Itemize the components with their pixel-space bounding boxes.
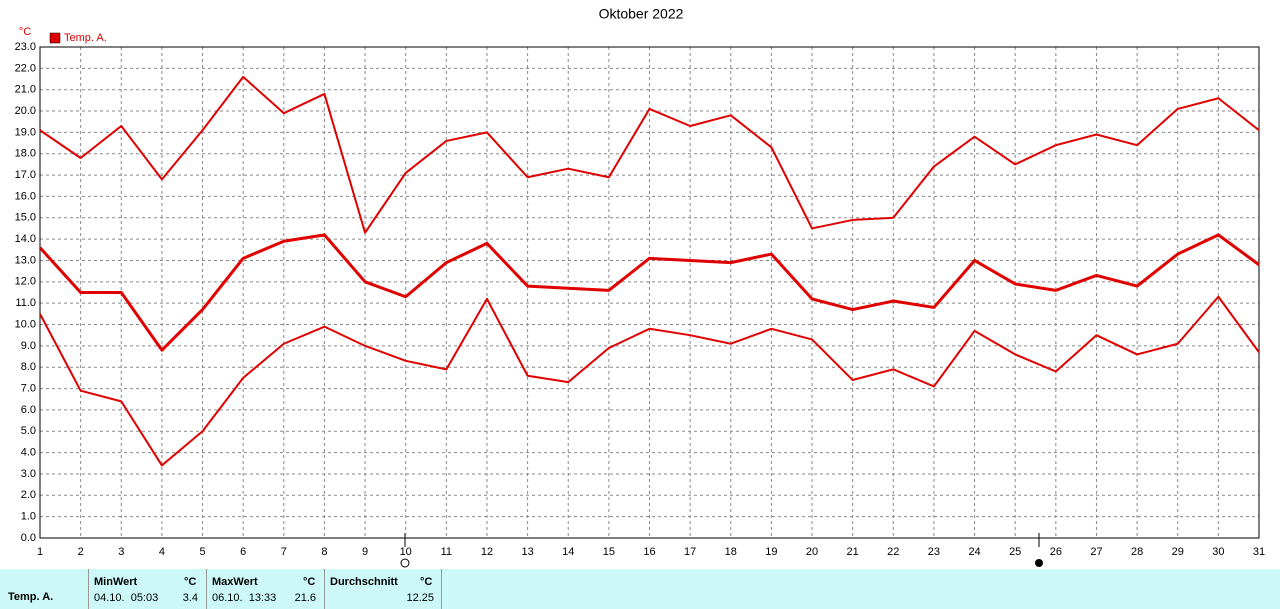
- y-tick-label: 16.0: [15, 190, 36, 202]
- y-tick-label: 17.0: [15, 169, 36, 181]
- x-tick-label: 26: [1050, 546, 1062, 558]
- legend-label: Temp. A.: [64, 32, 107, 44]
- x-tick-label: 13: [521, 546, 533, 558]
- x-tick-label: 10: [400, 546, 412, 558]
- x-tick-label: 3: [118, 546, 124, 558]
- y-tick-label: 12.0: [15, 276, 36, 288]
- y-tick-label: 9.0: [21, 340, 36, 352]
- stat-unit: °C: [420, 576, 433, 588]
- data-line: [39, 295, 1260, 467]
- y-tick-label: 0.0: [21, 532, 36, 544]
- x-tick-label: 2: [78, 546, 84, 558]
- y-tick-label: 23.0: [15, 41, 36, 53]
- x-tick-label: 15: [603, 546, 615, 558]
- y-tick-label: 2.0: [21, 489, 36, 501]
- x-tick-label: 16: [643, 546, 655, 558]
- data-line: [38, 233, 1260, 352]
- y-tick-label: 3.0: [21, 468, 36, 480]
- y-tick-label: 13.0: [15, 254, 36, 266]
- y-tick-label: 14.0: [15, 233, 36, 245]
- stat-time: 04.10. 05:03: [94, 592, 159, 604]
- y-tick-label: 18.0: [15, 148, 36, 160]
- separator: [88, 569, 89, 609]
- x-tick-label: 28: [1131, 546, 1143, 558]
- stat-title: MaxWert: [212, 576, 258, 588]
- x-tick-label: 5: [199, 546, 205, 558]
- x-tick-label: 17: [684, 546, 696, 558]
- x-tick-label: 30: [1212, 546, 1224, 558]
- separator: [441, 569, 442, 609]
- y-tick-label: 15.0: [15, 212, 36, 224]
- x-tick-label: 25: [1009, 546, 1021, 558]
- y-tick-label: 19.0: [15, 126, 36, 138]
- plot-frame: [39, 46, 1260, 539]
- data-line: [39, 75, 1260, 234]
- stat-value: 3.4: [182, 592, 198, 604]
- stats-panel: Temp. A. MinWert °C 04.10. 05:03 3.4 Max…: [0, 569, 1280, 609]
- x-tick-label: 14: [562, 546, 574, 558]
- stat-unit: °C: [184, 576, 197, 588]
- stat-title: MinWert: [94, 576, 138, 588]
- y-tick-label: 10.0: [15, 318, 36, 330]
- stat-value: 21.6: [294, 592, 316, 604]
- stat-unit: °C: [303, 576, 316, 588]
- y-tick-label: 8.0: [21, 361, 36, 373]
- y-tick-label: 20.0: [15, 105, 36, 117]
- x-tick-label: 31: [1253, 546, 1265, 558]
- x-tick-label: 7: [281, 546, 287, 558]
- y-tick-label: 21.0: [15, 84, 36, 96]
- chart: Oktober 2022 °C 0.0 1.0 2.0 3.0 4.0 5.0 6.0 7.0…: [15, 6, 1265, 568]
- y-tick-label: 5.0: [21, 425, 36, 437]
- legend-swatch: [49, 32, 61, 44]
- x-tick-label: 1: [37, 546, 43, 558]
- moon-icon: [1035, 559, 1043, 567]
- x-tick-label: 27: [1090, 546, 1102, 558]
- y-tick-label: 22.0: [15, 62, 36, 74]
- stats-label: Temp. A.: [8, 591, 53, 603]
- x-tick-label: 11: [441, 546, 452, 558]
- y-tick-label: 7.0: [21, 382, 36, 394]
- stat-time: 06.10. 13:33: [212, 592, 277, 604]
- x-tick-label: 21: [847, 546, 859, 558]
- x-tick-label: 6: [240, 546, 246, 558]
- separator: [324, 569, 325, 609]
- x-tick-label: 24: [968, 546, 980, 558]
- x-tick-label: 19: [765, 546, 777, 558]
- chart-title: Oktober 2022: [599, 6, 684, 22]
- y-tick-label: 1.0: [21, 511, 36, 523]
- x-tick-label: 23: [928, 546, 940, 558]
- x-tick-label: 22: [887, 546, 899, 558]
- x-tick-label: 20: [806, 546, 818, 558]
- x-tick-label: 4: [159, 546, 165, 558]
- x-tick-label: 18: [725, 546, 737, 558]
- moon-icon: [400, 558, 410, 568]
- stat-value: 12.25: [406, 592, 434, 604]
- x-tick-label: 12: [481, 546, 493, 558]
- y-tick-label: 11.0: [15, 297, 36, 309]
- separator: [206, 569, 207, 609]
- x-tick-label: 9: [362, 546, 368, 558]
- stats-label-text: Temp. A.: [8, 591, 54, 603]
- stat-title: Durchschnitt: [330, 576, 398, 588]
- x-tick-label: 8: [321, 546, 327, 558]
- y-tick-label: 6.0: [21, 404, 36, 416]
- y-unit: °C: [19, 26, 31, 38]
- y-tick-label: 4.0: [21, 447, 36, 459]
- x-tick-label: 29: [1172, 546, 1184, 558]
